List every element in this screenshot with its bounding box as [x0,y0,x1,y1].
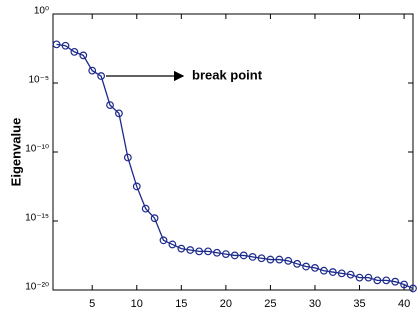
data-point [79,51,88,60]
data-point [177,244,186,253]
data-point [106,101,114,110]
y-tick-label: 10⁻¹⁰ [25,144,49,155]
data-point [302,262,310,271]
data-point [257,254,266,263]
y-tick-label: 10⁻²⁰ [25,282,49,293]
data-point [150,214,159,223]
data-point [355,273,364,282]
data-point [400,280,408,289]
data-point [328,268,337,276]
data-point [239,251,248,260]
x-tick-label: 20 [220,298,232,310]
data-point [213,248,221,257]
data-point [88,66,97,75]
x-tick-label: 15 [175,298,187,310]
data-point [337,269,346,278]
x-tick-label: 10 [131,298,143,310]
x-tick-label: 40 [398,298,410,310]
data-point [123,153,132,162]
annotation: break point [192,67,263,82]
data-point [293,259,302,268]
data-point [248,253,257,261]
data-point [132,182,141,191]
y-tick-label: 10⁻¹⁵ [25,213,49,224]
data-point [97,72,106,80]
data-point [409,284,417,293]
x-tick-label: 5 [89,298,95,310]
y-axis-label: Eigenvalue [8,118,23,187]
data-point [61,41,70,50]
data-point [204,247,212,256]
data-point [373,276,382,285]
data-point [311,263,319,272]
data-point [70,47,79,56]
data-point [275,255,284,264]
data-point [230,251,239,260]
data-point [159,236,168,245]
data-point [346,270,355,279]
plot-frame [52,13,414,291]
data-point [52,40,61,49]
data-point [391,277,400,286]
data-point [168,240,177,249]
data-point [382,276,391,285]
data-point [141,204,150,213]
y-tick-label: 10⁻⁵ [28,75,49,86]
data-point [266,255,275,264]
data-point [186,246,195,254]
data-point [221,250,230,258]
y-tick-label: 10⁰ [34,6,49,17]
x-tick-label: 35 [353,298,365,310]
x-tick-label: 25 [264,298,276,310]
data-point [319,266,328,275]
data-point [364,273,373,282]
x-tick-label: 30 [309,298,321,310]
data-point [195,247,204,256]
data-point [284,256,293,265]
data-point [115,109,123,118]
